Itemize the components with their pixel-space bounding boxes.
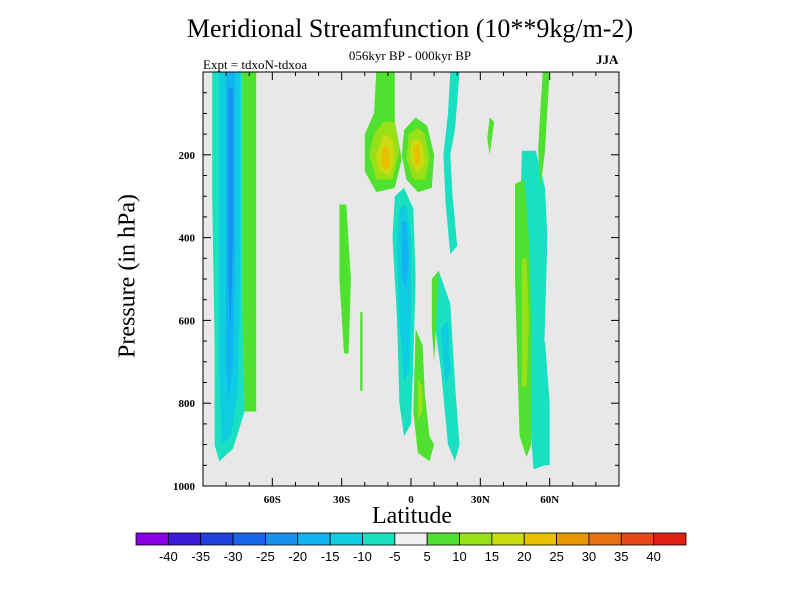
- x-tick-label: 0: [408, 494, 414, 506]
- colorbar-swatch: [232, 532, 266, 546]
- y-tick-label: 400: [179, 233, 196, 245]
- colorbar-swatch: [362, 532, 396, 546]
- colorbar-swatch: [394, 532, 428, 546]
- colorbar-swatch: [556, 532, 590, 546]
- colorbar-label: 10: [452, 549, 466, 564]
- colorbar-swatch: [588, 532, 622, 546]
- contour-southern-band-positive: [242, 72, 257, 412]
- x-axis-label: Latitude: [372, 503, 452, 529]
- x-tick-label: 30S: [333, 494, 350, 506]
- experiment-label: Expt = tdxoN-tdxoa: [203, 57, 308, 72]
- colorbar-swatch: [135, 532, 169, 546]
- colorbar-label: 15: [485, 549, 499, 564]
- colorbar-label: -10: [353, 549, 372, 564]
- colorbar-label: 20: [517, 549, 531, 564]
- colorbar-swatch: [167, 532, 202, 546]
- season-label: JJA: [596, 52, 619, 67]
- colorbar-label: 25: [549, 549, 563, 564]
- chart-subtitle: 056kyr BP - 000kyr BP: [348, 48, 472, 63]
- colorbar-label: 30: [582, 549, 596, 564]
- contour-equatorial-negative-15: [401, 221, 409, 288]
- colorbar-label: -5: [389, 549, 401, 564]
- contour-right-cell-20: [413, 144, 421, 166]
- colorbar-swatch: [491, 532, 525, 546]
- y-tick-label: 200: [179, 150, 196, 162]
- contour-equatorial-low-green: [413, 328, 435, 462]
- colorbar-swatch: [426, 532, 460, 546]
- contour-equatorial-low-10: [417, 378, 423, 420]
- x-tick-label: 60N: [540, 494, 559, 506]
- contour-north-subtropic-green: [431, 270, 439, 362]
- x-tick-label: 60S: [264, 494, 281, 506]
- colorbar-label: 40: [646, 549, 660, 564]
- y-tick-label: 600: [179, 315, 196, 327]
- colorbar-swatch: [297, 532, 331, 546]
- colorbar-swatch: [523, 532, 557, 546]
- colorbar-label: 5: [424, 549, 431, 564]
- contour-southern-band-min: [228, 88, 233, 329]
- contour-small-upper-blob: [487, 117, 495, 155]
- colorbar-label: -15: [321, 549, 340, 564]
- colorbar-swatch: [653, 532, 687, 546]
- y-tick-label: 800: [179, 398, 196, 410]
- contour-top-mid-strip: [443, 72, 460, 255]
- colorbar-swatch: [620, 532, 655, 546]
- contour-north-low-cyan: [538, 341, 550, 466]
- contour-north-subtropic-10: [441, 320, 451, 387]
- colorbar-label: -20: [288, 549, 307, 564]
- contour-regions: [212, 72, 550, 470]
- colorbar-swatch: [265, 532, 299, 546]
- contour-top-eq-strip: [376, 72, 386, 114]
- colorbar-label: -30: [224, 549, 243, 564]
- colorbar-label: -25: [256, 549, 275, 564]
- colorbar-label: -40: [159, 549, 178, 564]
- x-tick-label: 30N: [471, 494, 490, 506]
- colorbar-swatch: [459, 532, 493, 546]
- contour-south-thin-strip: [360, 312, 363, 391]
- colorbar-label: -35: [191, 549, 210, 564]
- colorbar-swatch: [329, 532, 363, 546]
- contour-north-top-strip: [538, 72, 550, 188]
- contour-left-cell-20: [381, 146, 391, 172]
- chart-title: Meridional Streamfunction (10**9kg/m-2): [186, 14, 634, 43]
- colorbar-swatch: [200, 532, 234, 546]
- y-tick-label: 1000: [173, 481, 196, 493]
- contour-south-subtropic-strip: [339, 204, 351, 354]
- colorbar-label: 35: [614, 549, 628, 564]
- contour-north-band-10: [521, 258, 529, 387]
